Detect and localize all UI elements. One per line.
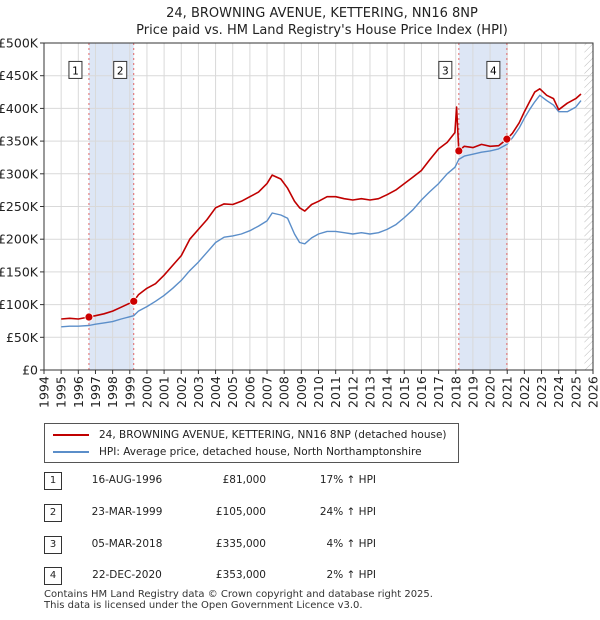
x-tick-label: 2011 bbox=[328, 376, 343, 408]
y-tick-label: £150K bbox=[0, 264, 39, 279]
x-tick-label: 2021 bbox=[500, 376, 515, 408]
transaction-number: 1 bbox=[44, 472, 62, 490]
transaction-number: 4 bbox=[44, 567, 62, 585]
x-tick-label: 2012 bbox=[345, 376, 360, 408]
sale-marker bbox=[84, 312, 94, 322]
x-tick-label: 2022 bbox=[517, 376, 532, 408]
sale-marker bbox=[129, 296, 139, 306]
y-tick-label: £250K bbox=[0, 199, 39, 214]
y-tick-label: £400K bbox=[0, 101, 39, 116]
transaction-number: 3 bbox=[44, 536, 62, 554]
sale-marker bbox=[502, 134, 512, 144]
footer-copyright: Contains HM Land Registry data © Crown c… bbox=[44, 589, 433, 600]
x-tick-label: 2002 bbox=[174, 376, 189, 408]
sale-label-box bbox=[438, 60, 453, 79]
y-tick-label: £0 bbox=[22, 363, 38, 378]
y-tick-label: £350K bbox=[0, 134, 39, 149]
sale-label-box bbox=[113, 60, 128, 79]
transaction-hpi-diff: 4% ↑ HPI bbox=[326, 538, 376, 550]
y-tick-label: £300K bbox=[0, 166, 39, 181]
legend-item-hpi: HPI: Average price, detached house, Nort… bbox=[53, 444, 422, 460]
x-tick-label: 2023 bbox=[534, 376, 549, 408]
x-tick-label: 2009 bbox=[294, 376, 309, 408]
y-tick-label: £500K bbox=[0, 36, 39, 51]
legend-label-hpi: HPI: Average price, detached house, Nort… bbox=[99, 446, 422, 458]
x-tick-label: 2025 bbox=[568, 376, 583, 408]
x-tick-label: 1999 bbox=[122, 376, 137, 408]
transaction-price: £335,000 bbox=[215, 538, 266, 550]
x-tick-label: 2004 bbox=[208, 376, 223, 408]
x-tick-label: 1994 bbox=[37, 376, 52, 408]
x-tick-label: 1998 bbox=[105, 376, 120, 408]
x-tick-label: 2014 bbox=[380, 376, 395, 408]
sale-label-number: 4 bbox=[490, 65, 497, 77]
transaction-hpi-diff: 2% ↑ HPI bbox=[326, 569, 376, 581]
x-tick-label: 2018 bbox=[448, 376, 463, 408]
transaction-date: 05-MAR-2018 bbox=[91, 538, 163, 550]
x-tick-label: 1996 bbox=[71, 376, 86, 408]
sale-label-number: 3 bbox=[442, 65, 449, 77]
x-tick-label: 2024 bbox=[551, 376, 566, 408]
transaction-price: £105,000 bbox=[215, 506, 266, 518]
legend-label-property: 24, BROWNING AVENUE, KETTERING, NN16 8NP… bbox=[99, 429, 447, 441]
x-tick-label: 2008 bbox=[277, 376, 292, 408]
x-tick-label: 2010 bbox=[311, 376, 326, 408]
transaction-number: 2 bbox=[44, 504, 62, 522]
sale-marker bbox=[454, 146, 464, 156]
transaction-price: £353,000 bbox=[215, 569, 266, 581]
chart-title-line2: Price paid vs. HM Land Registry's House … bbox=[136, 23, 508, 38]
x-tick-label: 2020 bbox=[483, 376, 498, 408]
footer: Contains HM Land Registry data © Crown c… bbox=[44, 589, 433, 611]
x-tick-label: 2001 bbox=[157, 376, 172, 408]
legend-item-property: 24, BROWNING AVENUE, KETTERING, NN16 8NP… bbox=[53, 427, 447, 443]
transaction-hpi-diff: 17% ↑ HPI bbox=[319, 474, 376, 486]
chart-title-line1: 24, BROWNING AVENUE, KETTERING, NN16 8NP bbox=[166, 6, 478, 21]
sale-label-number: 1 bbox=[72, 65, 79, 77]
transaction-date: 16-AUG-1996 bbox=[91, 474, 163, 486]
x-tick-label: 2026 bbox=[586, 376, 600, 408]
x-tick-label: 2016 bbox=[414, 376, 429, 408]
footer-licence: This data is licensed under the Open Gov… bbox=[44, 600, 363, 611]
legend: 24, BROWNING AVENUE, KETTERING, NN16 8NP… bbox=[44, 423, 459, 463]
x-tick-label: 1995 bbox=[54, 376, 69, 408]
legend-swatch-property bbox=[53, 434, 89, 436]
y-tick-label: £200K bbox=[0, 232, 39, 247]
x-tick-label: 2019 bbox=[465, 376, 480, 408]
sale-label-box bbox=[68, 60, 83, 79]
y-tick-label: £50K bbox=[6, 330, 39, 345]
y-tick-label: £450K bbox=[0, 68, 39, 83]
x-tick-label: 2007 bbox=[260, 376, 275, 408]
x-tick-label: 2017 bbox=[431, 376, 446, 408]
x-tick-label: 2003 bbox=[191, 376, 206, 408]
x-tick-label: 2000 bbox=[139, 376, 154, 408]
y-tick-label: £100K bbox=[0, 297, 39, 312]
x-tick-label: 2006 bbox=[242, 376, 257, 408]
transaction-date: 23-MAR-1999 bbox=[91, 506, 163, 518]
transaction-hpi-diff: 24% ↑ HPI bbox=[319, 506, 376, 518]
x-tick-label: 2015 bbox=[397, 376, 412, 408]
x-tick-label: 2005 bbox=[225, 376, 240, 408]
transaction-date: 22-DEC-2020 bbox=[92, 569, 162, 581]
transaction-price: £81,000 bbox=[222, 474, 266, 486]
sale-label-number: 2 bbox=[117, 65, 124, 77]
x-tick-label: 1997 bbox=[88, 376, 103, 408]
sale-label-box bbox=[486, 60, 501, 79]
price-chart: 24, BROWNING AVENUE, KETTERING, NN16 8NP… bbox=[0, 6, 600, 408]
property-price-line bbox=[61, 88, 582, 320]
legend-swatch-hpi bbox=[53, 451, 89, 453]
x-tick-label: 2013 bbox=[362, 376, 377, 408]
